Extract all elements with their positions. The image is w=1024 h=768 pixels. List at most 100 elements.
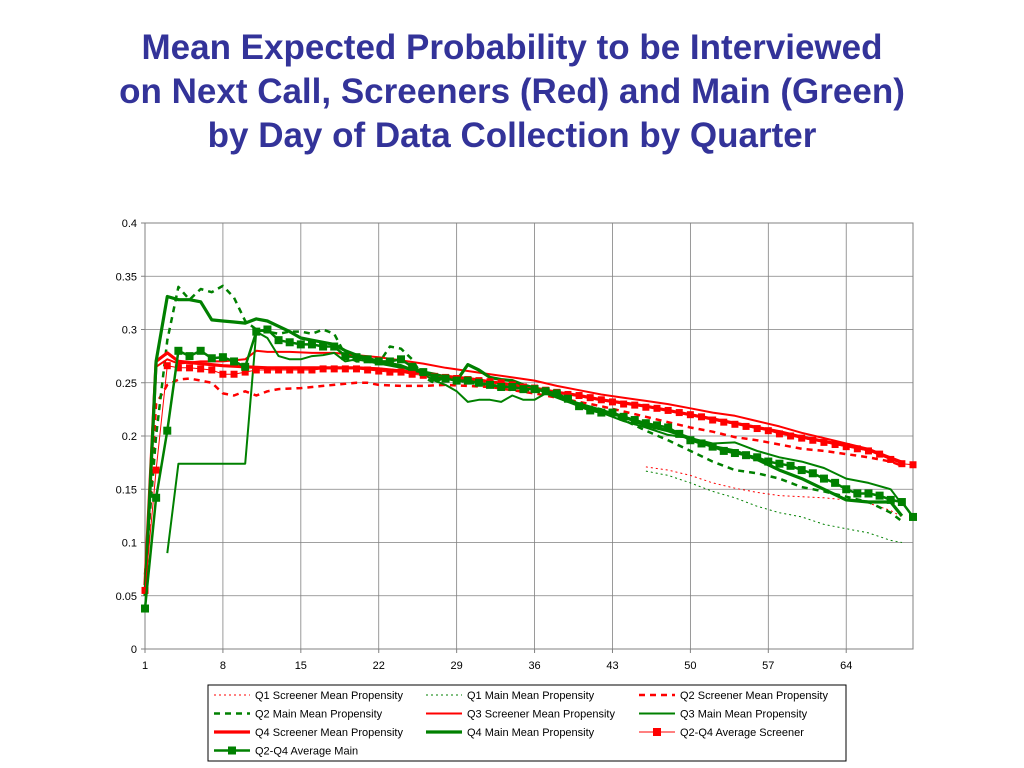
legend-item-q3-screener-mean-propensity: Q3 Screener Mean Propensity [426, 709, 615, 721]
data-point [797, 466, 806, 475]
data-point [263, 325, 272, 334]
data-point [564, 390, 572, 398]
data-point [196, 346, 205, 355]
data-point [597, 396, 605, 404]
data-point [620, 400, 628, 408]
data-point [864, 489, 873, 498]
data-point [875, 491, 884, 500]
data-point [831, 478, 840, 487]
data-point [141, 586, 149, 594]
data-point [775, 459, 784, 468]
data-point [742, 422, 750, 430]
data-point [764, 457, 773, 466]
legend-label: Q4 Main Mean Propensity [467, 727, 595, 739]
data-point [708, 442, 717, 451]
series-q3-screener-mean-propensity [155, 349, 903, 463]
data-point [575, 402, 584, 411]
data-point [508, 383, 517, 392]
data-point [330, 365, 338, 373]
legend-label: Q3 Screener Mean Propensity [467, 709, 615, 721]
series-q3-main-mean-propensity [166, 330, 903, 554]
data-point [163, 426, 172, 435]
y-tick-label: 0.35 [116, 271, 137, 283]
data-point [897, 498, 906, 507]
y-tick-label: 0.3 [122, 325, 137, 337]
data-point [675, 409, 683, 417]
data-point [909, 461, 917, 469]
data-point [575, 392, 583, 400]
data-point [152, 493, 161, 502]
data-point [720, 418, 728, 426]
data-point [397, 368, 405, 376]
data-point [820, 438, 828, 446]
series-line-q2-q4-average-main [143, 328, 915, 609]
data-point [842, 443, 850, 451]
data-point [386, 368, 394, 376]
data-point [352, 365, 360, 373]
data-point [819, 474, 828, 483]
data-point [375, 367, 383, 375]
x-tick-label: 64 [840, 660, 852, 672]
data-point [853, 489, 862, 498]
data-point [286, 366, 294, 374]
data-point [497, 383, 506, 392]
data-point [285, 338, 294, 347]
data-point [864, 447, 872, 455]
y-tick-label: 0.2 [122, 431, 137, 443]
data-point [141, 604, 149, 613]
data-point [230, 370, 238, 378]
chart-title: Mean Expected Probability to be Intervie… [0, 26, 1024, 158]
data-point [408, 362, 417, 371]
data-point [274, 336, 283, 345]
data-point [363, 355, 372, 364]
data-point [898, 460, 906, 468]
data-point [319, 365, 327, 373]
data-point [686, 436, 695, 445]
data-point [163, 362, 171, 370]
y-tick-label: 0.15 [116, 484, 137, 496]
data-point [230, 357, 239, 366]
legend-label: Q4 Screener Mean Propensity [255, 727, 403, 739]
data-point [430, 373, 439, 382]
data-point [686, 411, 694, 419]
data-point [197, 365, 205, 373]
gridlines [145, 223, 913, 649]
legend-label: Q2-Q4 Average Screener [680, 727, 804, 739]
data-point [319, 342, 328, 351]
series-line-q2-screener-mean-propensity [143, 377, 903, 596]
data-point [787, 432, 795, 440]
legend-label: Q1 Main Mean Propensity [467, 690, 595, 702]
data-point [753, 425, 761, 433]
legend-item-q2-q4-average-main: Q2-Q4 Average Main [214, 746, 358, 758]
data-point [876, 450, 884, 458]
legend-label: Q2 Screener Mean Propensity [680, 690, 828, 702]
data-point [631, 401, 639, 409]
x-tick-label: 1 [142, 660, 148, 672]
data-point [474, 378, 483, 387]
data-point [775, 430, 783, 438]
data-point [552, 389, 561, 398]
data-point [731, 420, 739, 428]
legend-label: Q1 Screener Mean Propensity [255, 690, 403, 702]
data-point [296, 340, 305, 349]
legend-label: Q2-Q4 Average Main [255, 746, 358, 758]
data-point [218, 353, 227, 362]
data-point [730, 449, 739, 458]
data-point [675, 429, 684, 438]
chart-title-line-3: by Day of Data Collection by Quarter [207, 116, 817, 155]
legend-marker [228, 746, 236, 755]
legend-item-q2-q4-average-screener: Q2-Q4 Average Screener [639, 727, 804, 739]
data-point [719, 446, 728, 455]
data-point [408, 370, 416, 378]
data-point [341, 365, 349, 373]
x-tick-label: 57 [762, 660, 774, 672]
data-point [519, 385, 528, 394]
chart-title-line-2: on Next Call, Screeners (Red) and Main (… [119, 72, 905, 111]
data-point [364, 366, 372, 374]
legend-marker [653, 728, 661, 736]
legend: Q1 Screener Mean Propensity Q1 Main Mean … [207, 684, 847, 762]
y-tick-label: 0.05 [116, 591, 137, 603]
data-point [252, 327, 261, 336]
data-point [642, 403, 650, 411]
data-point [698, 413, 706, 421]
